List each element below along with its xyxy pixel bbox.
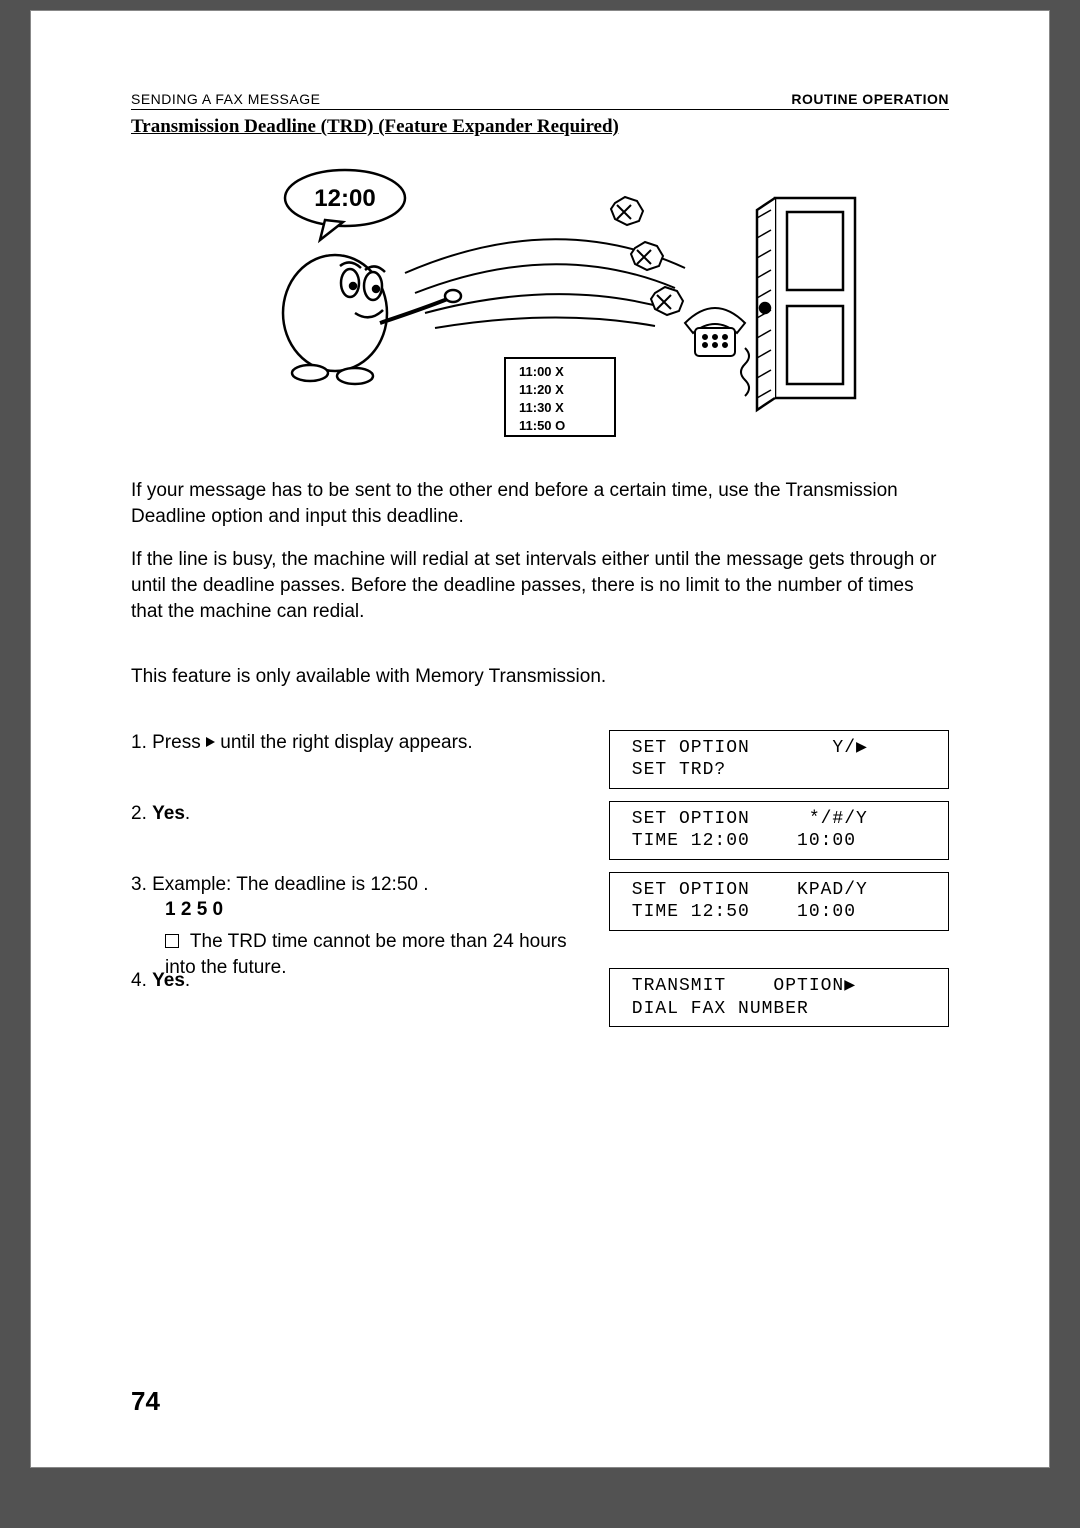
log-line-2: 11:20 X (519, 382, 564, 397)
section-title: Transmission Deadline (TRD) (Feature Exp… (131, 116, 949, 138)
lcd-display-1: SET OPTION Y/▶ SET TRD? (609, 730, 949, 789)
step-1-b: until the right display appears. (215, 732, 473, 753)
log-line-3: 11:30 X (519, 400, 564, 415)
header-right: ROUTINE OPERATION (791, 91, 949, 107)
step-4-row: 4. Yes. TRANSMIT OPTION▶ DIAL FAX NUMBER (131, 968, 949, 1027)
step-3-a: 3. Example: The deadline is 12:50 . (131, 872, 589, 898)
step-3-b: 1 2 5 0 (165, 897, 589, 923)
step-4-text: 4. Yes. (131, 968, 609, 994)
document-page: SENDING A FAX MESSAGE ROUTINE OPERATION … (30, 10, 1050, 1468)
paragraph-3: This feature is only available with Memo… (131, 664, 949, 690)
note-box-icon (165, 934, 179, 948)
clock-label: 12:00 (314, 185, 375, 212)
steps-section: 1. Press until the right display appears… (131, 730, 949, 1028)
step-1-a: 1. Press (131, 732, 206, 753)
step-2-text: 2. Yes. (131, 801, 609, 827)
lcd-display-3: SET OPTION KPAD/Y TIME 12:50 10:00 (609, 872, 949, 931)
step-3-row: 3. Example: The deadline is 12:50 . 1 2 … (131, 872, 949, 981)
step-2-row: 2. Yes. SET OPTION */#/Y TIME 12:00 10:0… (131, 801, 949, 860)
lcd-display-4: TRANSMIT OPTION▶ DIAL FAX NUMBER (609, 968, 949, 1027)
right-arrow-icon (206, 737, 215, 747)
step-4-a: 4. (131, 970, 152, 991)
illustration: 12:00 (215, 158, 865, 448)
step-2-a: 2. (131, 803, 152, 824)
step-4-c: . (185, 970, 190, 991)
page-header: SENDING A FAX MESSAGE ROUTINE OPERATION (131, 91, 949, 110)
log-line-4: 11:50 O (519, 418, 565, 433)
step-3-text: 3. Example: The deadline is 12:50 . 1 2 … (131, 872, 609, 981)
header-left: SENDING A FAX MESSAGE (131, 91, 320, 107)
paragraph-2: If the line is busy, the machine will re… (131, 547, 949, 624)
lcd-display-2: SET OPTION */#/Y TIME 12:00 10:00 (609, 801, 949, 860)
paragraph-1: If your message has to be sent to the ot… (131, 478, 949, 529)
step-2-c: . (185, 803, 190, 824)
step-1-row: 1. Press until the right display appears… (131, 730, 949, 789)
step-2-b: Yes (152, 803, 185, 824)
page-number: 74 (131, 1386, 160, 1417)
step-1-text: 1. Press until the right display appears… (131, 730, 609, 756)
step-4-b: Yes (152, 970, 185, 991)
log-line-1: 11:00 X (519, 364, 564, 379)
